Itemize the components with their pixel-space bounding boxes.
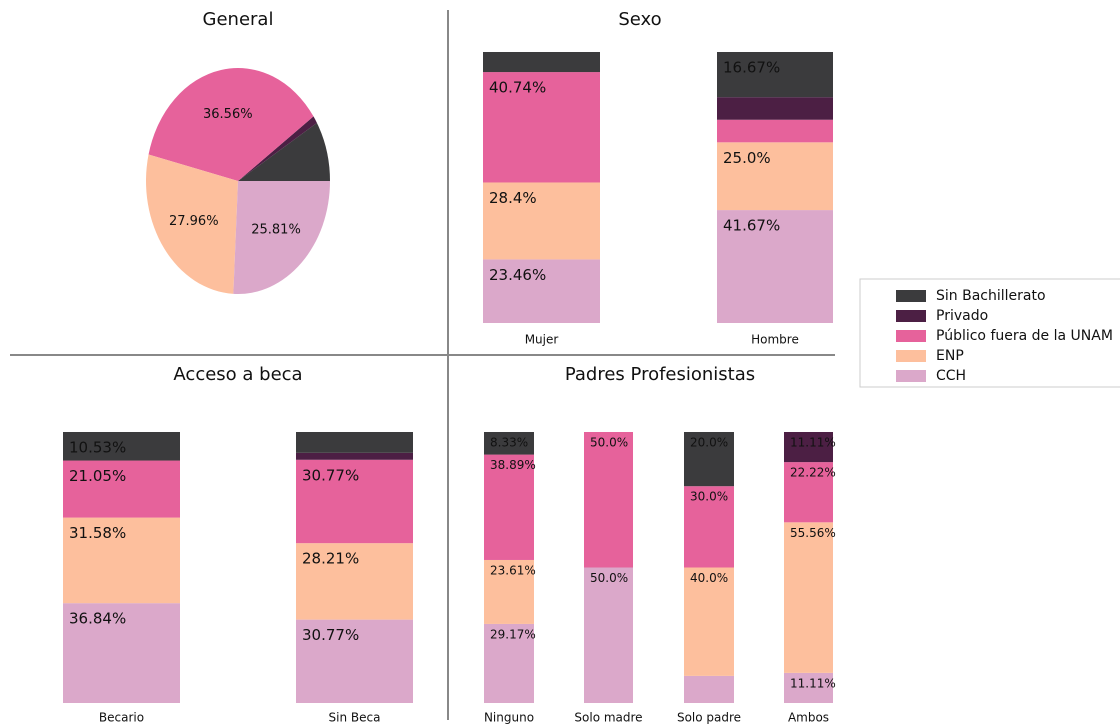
bar-segment [296,619,413,703]
segment-label: 11.11% [790,436,836,450]
bar-segment [296,459,413,544]
bar-segment [684,675,734,703]
x-tick-label: Hombre [751,333,799,347]
legend-swatch [896,370,926,382]
bar-segment [784,672,833,703]
bar-segment [63,460,180,518]
segment-label: 40.0% [690,571,728,585]
legend-label: CCH [936,368,966,384]
legend-label: ENP [936,348,964,364]
segment-label: 31.58% [69,524,126,542]
chart-title: Acceso a beca [173,364,302,385]
x-tick-label: Solo padre [677,711,741,725]
x-tick-label: Ninguno [484,711,534,725]
x-tick-label: Becario [99,711,144,725]
pie-slice [238,122,330,181]
legend-swatch [896,290,926,302]
legend-swatch [896,310,926,322]
bar-segment [717,52,833,98]
bar-segment [717,210,833,323]
segment-label: 22.22% [790,466,836,480]
segment-label: 50.0% [590,571,628,585]
pie-slice [148,67,314,181]
bar-segment [684,567,734,676]
bar-segment [717,97,833,120]
legend-label: Público fuera de la UNAM [936,328,1113,344]
segment-label: 30.77% [302,466,359,484]
segment-label: 41.67% [723,217,780,235]
bar-segment [63,517,180,604]
x-tick-label: Solo madre [574,711,642,725]
bar-segment [784,462,833,523]
slice-label: 25.81% [251,223,301,238]
segment-label: 11.11% [790,676,836,690]
chart-title: General [203,9,274,30]
pie-slice [238,116,317,181]
bar-segment [296,543,413,620]
slice-label: 36.56% [203,107,253,122]
segment-label: 28.21% [302,550,359,568]
segment-label: 23.46% [489,266,546,284]
x-tick-label: Ambos [788,711,829,725]
segment-label: 36.84% [69,610,126,628]
chart-title: Padres Profesionistas [565,364,755,385]
bar-segment [584,567,633,703]
bar-segment [717,119,833,143]
legend-label: Sin Bachillerato [936,288,1046,304]
bar-segment [63,603,180,703]
bar-segment [296,432,413,453]
bar-segment [684,432,734,487]
segment-label: 16.67% [723,59,780,77]
segment-label: 50.0% [590,436,628,450]
bar-segment [717,142,833,211]
segment-label: 21.05% [69,467,126,485]
bar-segment [784,432,833,463]
x-tick-label: Mujer [525,333,559,347]
segment-label: 8.33% [490,436,528,450]
legend-label: Privado [936,308,988,324]
legend-swatch [896,350,926,362]
segment-label: 23.61% [490,563,536,577]
bar-segment [584,432,633,568]
legend-swatch [896,330,926,342]
segment-label: 10.53% [69,439,126,457]
segment-label: 25.0% [723,149,771,167]
pie-slice [145,154,238,294]
segment-label: 30.77% [302,626,359,644]
slice-label: 27.96% [169,214,219,229]
bar-segment [484,559,534,624]
bar-segment [296,452,413,460]
pie-slice [233,181,330,294]
bar-segment [483,52,600,73]
segment-label: 30.0% [690,490,728,504]
bar-segment [784,522,833,673]
bar-segment [684,486,734,568]
bar-segment [484,454,534,560]
segment-label: 29.17% [490,627,536,641]
x-tick-label: Sin Beca [329,711,381,725]
segment-label: 55.56% [790,526,836,540]
bar-segment [483,259,600,323]
segment-label: 38.89% [490,458,536,472]
bar-segment [484,432,534,455]
bar-segment [483,182,600,260]
segment-label: 28.4% [489,189,537,207]
segment-label: 40.74% [489,79,546,97]
segment-label: 20.0% [690,436,728,450]
bar-segment [484,623,534,703]
bar-segment [63,432,180,461]
chart-title: Sexo [618,9,661,30]
bar-segment [483,72,600,183]
